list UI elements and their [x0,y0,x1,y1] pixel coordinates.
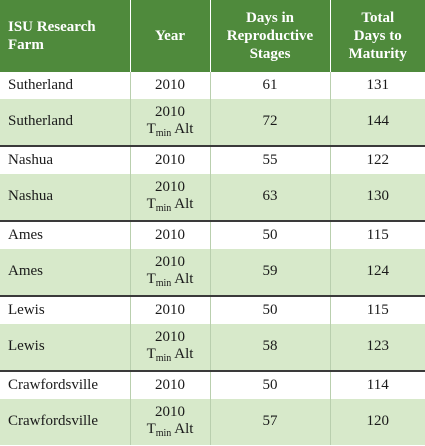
reproductive-days-cell: 72 [210,99,331,146]
year-cell: 2010 [130,296,211,324]
total-days-cell: 120 [330,399,425,445]
total-days-cell: 115 [330,221,425,249]
year-cell: 2010 [130,371,211,399]
total-days-cell: 114 [330,371,425,399]
year-cell: 2010 [130,72,211,99]
alt-label-main: T [146,121,156,138]
year-cell: 2010 Tmin Alt [130,249,211,296]
farm-cell: Lewis [0,324,131,371]
alt-label-main: T [146,271,156,288]
alt-label-tail: Alt [171,271,194,288]
farm-cell: Nashua [0,174,131,221]
alt-label-subscript: min [155,353,172,365]
header-farm: ISU Research Farm [0,0,131,72]
farm-cell: Crawfordsville [0,371,131,399]
alt-label-subscript: min [155,428,172,440]
table-row: Crawfordsville 2010 Tmin Alt 57 120 [0,399,425,445]
reproductive-days-cell: 63 [210,174,331,221]
year-cell: 2010 Tmin Alt [130,324,211,371]
total-days-cell: 122 [330,146,425,174]
farm-cell: Ames [0,249,131,296]
farm-cell: Crawfordsville [0,399,131,445]
reproductive-days-cell: 58 [210,324,331,371]
alt-label-subscript: min [155,128,172,140]
header-reproductive-days: Days in Reproductive Stages [210,0,331,72]
table-row: Nashua 2010 55 122 [0,146,425,174]
reproductive-days-cell: 55 [210,146,331,174]
table-row: Ames 2010 Tmin Alt 59 124 [0,249,425,296]
farm-cell: Lewis [0,296,131,324]
table-row: Sutherland 2010 Tmin Alt 72 144 [0,99,425,146]
farm-cell: Ames [0,221,131,249]
year-cell: 2010 Tmin Alt [130,399,211,445]
alt-label-subscript: min [155,203,172,215]
table-body: Sutherland 2010 61 131 Sutherland 2010 Tmin Al… [0,72,425,445]
total-days-cell: 115 [330,296,425,324]
reproductive-days-cell: 50 [210,296,331,324]
total-days-cell: 131 [330,72,425,99]
year-cell: 2010 [130,146,211,174]
table-row: Lewis 2010 Tmin Alt 58 123 [0,324,425,371]
year-value: 2010 [155,179,185,196]
alt-label-tail: Alt [171,196,194,213]
reproductive-days-cell: 50 [210,371,331,399]
year-value: 2010 [155,254,185,271]
alt-label-tail: Alt [171,346,194,363]
alt-label-main: T [146,421,156,438]
reproductive-days-cell: 61 [210,72,331,99]
table-row: Sutherland 2010 61 131 [0,72,425,99]
table-row: Crawfordsville 2010 50 114 [0,371,425,399]
table-row: Lewis 2010 50 115 [0,296,425,324]
year-value: 2010 [155,329,185,346]
table-header: ISU Research Farm Year Days in Reproduct… [0,0,425,72]
total-days-cell: 130 [330,174,425,221]
farm-cell: Sutherland [0,72,131,99]
alt-label-main: T [146,346,156,363]
reproductive-days-cell: 50 [210,221,331,249]
header-year: Year [130,0,211,72]
total-days-cell: 144 [330,99,425,146]
reproductive-days-cell: 57 [210,399,331,445]
alt-label-tail: Alt [171,421,194,438]
reproductive-days-cell: 59 [210,249,331,296]
year-cell: 2010 Tmin Alt [130,174,211,221]
year-value: 2010 [155,404,185,421]
total-days-cell: 124 [330,249,425,296]
farm-cell: Nashua [0,146,131,174]
alt-label-main: T [146,196,156,213]
table-row: Nashua 2010 Tmin Alt 63 130 [0,174,425,221]
total-days-cell: 123 [330,324,425,371]
year-cell: 2010 Tmin Alt [130,99,211,146]
header-total-days: Total Days to Maturity [330,0,425,72]
farm-cell: Sutherland [0,99,131,146]
alt-label-tail: Alt [171,121,194,138]
table-row: Ames 2010 50 115 [0,221,425,249]
alt-label-subscript: min [155,278,172,290]
year-value: 2010 [155,104,185,121]
year-cell: 2010 [130,221,211,249]
